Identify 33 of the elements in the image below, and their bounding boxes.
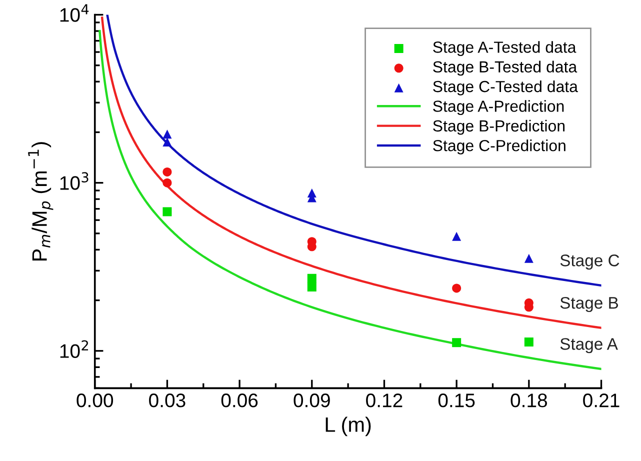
point	[452, 284, 462, 293]
x-tick-label: 0.06	[221, 394, 258, 408]
y-tick-label: 10$^{4}$	[60, 4, 89, 22]
x-tick-label: 0.09	[294, 394, 330, 408]
annotation: Stage A	[560, 338, 618, 354]
x-axis-title: L (m)	[326, 416, 371, 436]
point	[307, 274, 316, 283]
x-tick-label: 0.18	[510, 394, 547, 408]
annotation: Stage C	[560, 254, 620, 270]
x-tick-label: 0.00	[76, 394, 114, 408]
legend-label: Stage B-Prediction	[433, 120, 565, 135]
x-tick-label: 0.03	[149, 394, 186, 408]
point	[452, 232, 462, 241]
legend-label: Stage C-Tested data	[433, 80, 578, 96]
legend-label: Stage C-Prediction	[433, 140, 566, 154]
point	[524, 254, 534, 263]
legend-label: Stage A-Prediction	[433, 100, 564, 116]
x-tick-label: 0.12	[366, 394, 402, 408]
x-tick-label: 0.21	[583, 394, 620, 408]
point	[162, 167, 172, 176]
point	[524, 337, 534, 346]
point	[162, 207, 172, 216]
x-tick-label: 0.15	[438, 394, 475, 408]
y-tick-label: 10$^{2}$	[60, 340, 88, 358]
legend-label: Stage A-Tested data	[433, 41, 576, 56]
legend-label: Stage B-Tested data	[433, 60, 578, 76]
point	[452, 338, 462, 348]
point	[307, 282, 316, 292]
y-axis-title: P$_{m}$/M$_{p}$ (m$^{−1}$)	[28, 142, 54, 260]
y-tick-label: 10$^{3}$	[60, 172, 88, 190]
point	[162, 178, 172, 188]
annotation: Stage B	[560, 296, 618, 312]
point	[162, 130, 172, 139]
